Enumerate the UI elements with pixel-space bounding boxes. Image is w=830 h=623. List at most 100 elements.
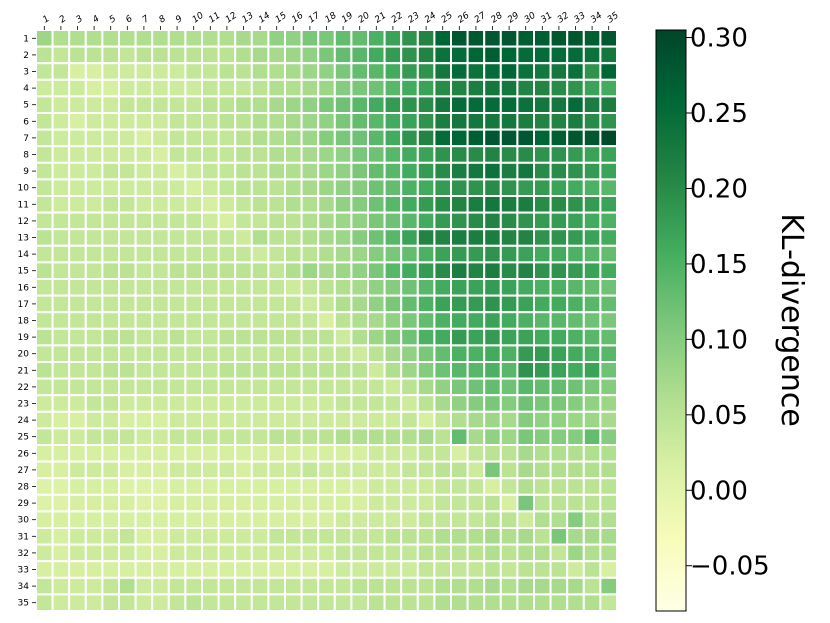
heatmap-cell-r4-c9: [167, 78, 187, 98]
heatmap-cell-r2-c5: [101, 45, 121, 65]
heatmap-cell-r21-c33: [566, 361, 585, 380]
heatmap-cell-r12-c9: [167, 211, 187, 231]
heatmap-cell-r6-c33: [566, 112, 585, 131]
heatmap-cell-r6-c29: [499, 112, 519, 131]
heatmap-cell-r34-c10: [184, 576, 203, 596]
heatmap-cell-r28-c19: [333, 477, 353, 496]
heatmap-cell-r13-c11: [201, 228, 220, 247]
heatmap-cell-r28-c11: [201, 477, 220, 496]
heatmap-cell-r14-c5: [101, 244, 121, 264]
heatmap-cell-r25-c30: [516, 427, 536, 446]
heatmap-cell-r16-c6: [118, 278, 137, 297]
heatmap-cell-r34-c17: [300, 576, 320, 596]
heatmap-cell-r16-c20: [350, 278, 369, 297]
heatmap-cell-r5-c24: [416, 95, 436, 115]
heatmap-cell-r5-c6: [118, 95, 137, 115]
heatmap-cell-r21-c17: [300, 361, 320, 380]
heatmap-cell-r25-c13: [234, 427, 253, 446]
heatmap-cell-r13-c3: [68, 228, 87, 247]
heatmap-cell-r15-c26: [450, 261, 469, 280]
heatmap-cell-r2-c20: [350, 45, 369, 65]
heatmap-cell-r14-c10: [184, 244, 203, 264]
heatmap-cell-r21-c8: [151, 361, 170, 380]
x-tick-label: 18: [323, 11, 338, 26]
heatmap-cell-r30-c25: [433, 510, 452, 529]
heatmap-cell-r23-c35: [599, 394, 619, 413]
heatmap-cell-r7-c15: [267, 128, 286, 148]
heatmap-cell-r25-c8: [151, 427, 170, 446]
heatmap-cell-r13-c22: [383, 228, 403, 247]
heatmap-cell-r6-c1: [35, 112, 54, 131]
heatmap-cell-r13-c27: [466, 228, 486, 247]
heatmap-cell-r23-c23: [400, 394, 419, 413]
heatmap-cell-r12-c16: [284, 211, 303, 231]
heatmap-cell-r27-c15: [267, 460, 286, 480]
heatmap-cell-r4-c7: [134, 78, 154, 98]
x-tick-label: 8: [157, 14, 168, 26]
heatmap-cell-r34-c25: [433, 576, 452, 596]
heatmap-cell-r1-c4: [84, 29, 104, 48]
heatmap-cell-r16-c2: [51, 278, 71, 297]
y-tick-label: 32: [18, 549, 29, 559]
heatmap-cell-r14-c8: [151, 244, 170, 264]
x-tick-label: 12: [224, 11, 239, 26]
heatmap-cell-r11-c35: [599, 195, 619, 214]
colorbar-tick-label: 0.20: [690, 174, 748, 204]
heatmap-cell-r31-c9: [167, 527, 187, 546]
heatmap-cell-r12-c12: [217, 211, 237, 231]
heatmap-cell-r33-c28: [483, 560, 502, 579]
heatmap-cell-r22-c18: [317, 377, 336, 397]
heatmap-cell-r12-c32: [549, 211, 569, 231]
heatmap-cell-r22-c35: [599, 377, 619, 397]
heatmap-cell-r14-c13: [234, 244, 253, 264]
heatmap-cell-r17-c9: [167, 294, 187, 314]
heatmap-cell-r21-c35: [599, 361, 619, 380]
heatmap-cell-r19-c14: [250, 327, 270, 347]
heatmap-cell-r21-c10: [184, 361, 203, 380]
heatmap-cell-r4-c18: [317, 78, 336, 98]
heatmap-cell-r7-c26: [450, 128, 469, 148]
heatmap-cell-r19-c6: [118, 327, 137, 347]
heatmap-cell-r26-c1: [35, 444, 54, 463]
heatmap-cell-r33-c9: [167, 560, 187, 579]
heatmap-cell-r11-c4: [84, 195, 104, 214]
heatmap-cell-r19-c10: [184, 327, 203, 347]
heatmap-cell-r7-c3: [68, 128, 87, 148]
heatmap-cell-r35-c28: [483, 593, 502, 613]
heatmap-cell-r7-c17: [300, 128, 320, 148]
heatmap-cell-r22-c7: [134, 377, 154, 397]
heatmap-cell-r22-c31: [533, 377, 552, 397]
heatmap-cell-r15-c19: [333, 261, 353, 280]
colorbar-tick-label: 0.10: [690, 325, 748, 355]
y-tick-label: 13: [18, 234, 29, 244]
heatmap-cell-r33-c11: [201, 560, 220, 579]
heatmap-cell-r16-c21: [367, 278, 386, 297]
heatmap-cell-r18-c29: [499, 311, 519, 330]
y-tick-label: 19: [18, 333, 30, 343]
heatmap-cell-r12-c33: [566, 211, 585, 231]
y-tick-label: 5: [23, 101, 29, 111]
heatmap-cell-r10-c17: [300, 178, 320, 197]
heatmap-cell-r8-c3: [68, 145, 87, 164]
heatmap-cell-r5-c19: [333, 95, 353, 115]
heatmap-cell-r23-c7: [134, 394, 154, 413]
heatmap-cell-r24-c5: [101, 410, 121, 430]
heatmap-cell-r11-c34: [582, 195, 602, 214]
heatmap-cell-r21-c32: [549, 361, 569, 380]
heatmap-cell-r35-c6: [118, 593, 137, 613]
heatmap-cell-r12-c35: [599, 211, 619, 231]
heatmap-cell-r13-c7: [134, 228, 154, 247]
heatmap-cell-r8-c5: [101, 145, 121, 164]
heatmap-cell-r4-c16: [284, 78, 303, 98]
heatmap-cell-r13-c29: [499, 228, 519, 247]
heatmap-cell-r11-c11: [201, 195, 220, 214]
heatmap-cell-r25-c17: [300, 427, 320, 446]
heatmap-cell-r9-c6: [118, 161, 137, 181]
heatmap-cell-r23-c6: [118, 394, 137, 413]
heatmap-cell-r25-c14: [250, 427, 270, 446]
heatmap-cell-r21-c12: [217, 361, 237, 380]
heatmap-cell-r26-c3: [68, 444, 87, 463]
heatmap-cell-r14-c16: [284, 244, 303, 264]
heatmap-cell-r6-c30: [516, 112, 536, 131]
heatmap-cell-r22-c2: [51, 377, 71, 397]
